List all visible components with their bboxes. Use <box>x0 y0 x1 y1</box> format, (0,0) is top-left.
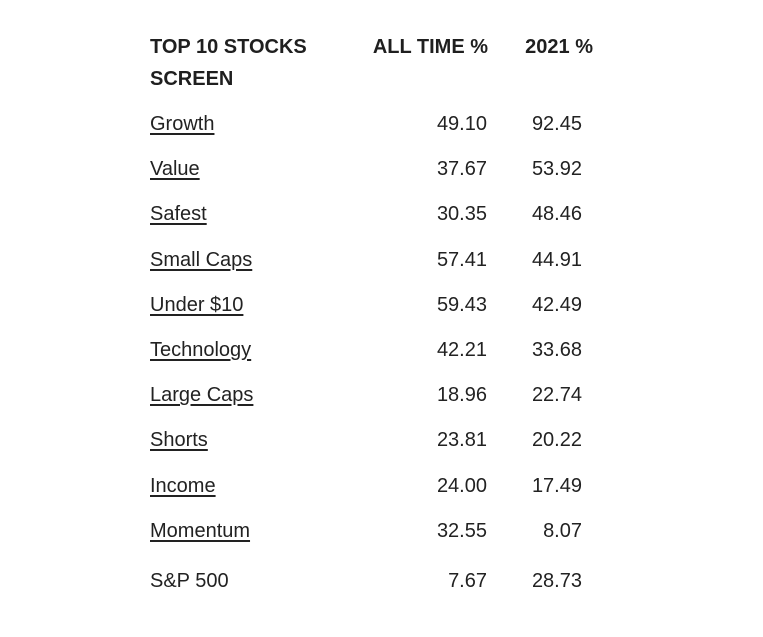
year-value: 20.22 <box>531 429 582 452</box>
screen-link-shorts[interactable]: Shorts <box>150 429 208 452</box>
all-time-value: 42.21 <box>436 338 487 361</box>
year-value: 28.73 <box>531 569 582 592</box>
screen-link-momentum[interactable]: Momentum <box>150 519 251 542</box>
screen-link-growth[interactable]: Growth <box>150 113 215 135</box>
screen-link-under-10[interactable]: Under $10 <box>150 293 244 316</box>
year-value: 22.74 <box>531 384 582 407</box>
table-row: Shorts 23.81 20.22 <box>150 414 610 459</box>
all-time-value: 59.43 <box>436 293 487 316</box>
year-value: 48.46 <box>531 203 582 226</box>
screen-link-small-caps[interactable]: Small Caps <box>150 248 253 271</box>
all-time-value: 24.00 <box>436 474 487 497</box>
year-value: 53.92 <box>531 158 582 181</box>
table-row: Safest 30.35 48.46 <box>150 188 610 233</box>
table-row: Growth 49.10 92.45 <box>150 98 610 143</box>
header-screen-name: TOP 10 STOCKS SCREEN <box>150 36 307 90</box>
table-row: Large Caps 18.96 22.74 <box>150 369 610 414</box>
table-row-benchmark: S&P 500 7.67 28.73 <box>150 550 610 600</box>
table-row: Value 37.67 53.92 <box>150 143 610 188</box>
stocks-screen-table: TOP 10 STOCKS SCREEN ALL TIME % 2021 % G… <box>150 30 610 600</box>
table-row: Small Caps 57.41 44.91 <box>150 234 610 279</box>
year-value: 8.07 <box>543 519 582 542</box>
all-time-value: 37.67 <box>436 158 487 181</box>
table-header: TOP 10 STOCKS SCREEN ALL TIME % 2021 % <box>150 30 610 98</box>
all-time-value: 32.55 <box>436 519 487 542</box>
all-time-value: 18.96 <box>436 384 487 407</box>
all-time-value: 57.41 <box>436 248 487 271</box>
benchmark-name: S&P 500 <box>150 569 229 592</box>
year-value: 42.49 <box>531 293 582 316</box>
all-time-value: 7.67 <box>448 569 487 592</box>
screen-link-value[interactable]: Value <box>150 158 200 181</box>
header-all-time: ALL TIME % <box>372 36 488 58</box>
all-time-value: 30.35 <box>436 203 487 226</box>
table-row: Under $10 59.43 42.49 <box>150 279 610 324</box>
screen-link-income[interactable]: Income <box>150 474 216 497</box>
table-row: Technology 42.21 33.68 <box>150 324 610 369</box>
screen-link-large-caps[interactable]: Large Caps <box>150 384 254 407</box>
year-value: 17.49 <box>531 474 582 497</box>
table-row: Momentum 32.55 8.07 <box>150 505 610 550</box>
all-time-value: 49.10 <box>436 113 487 135</box>
header-2021: 2021 % <box>525 36 593 58</box>
year-value: 92.45 <box>531 113 582 135</box>
year-value: 44.91 <box>531 248 582 271</box>
screen-link-technology[interactable]: Technology <box>150 338 252 361</box>
screen-link-safest[interactable]: Safest <box>150 203 207 226</box>
year-value: 33.68 <box>531 338 582 361</box>
all-time-value: 23.81 <box>436 429 487 452</box>
table-row: Income 24.00 17.49 <box>150 460 610 505</box>
